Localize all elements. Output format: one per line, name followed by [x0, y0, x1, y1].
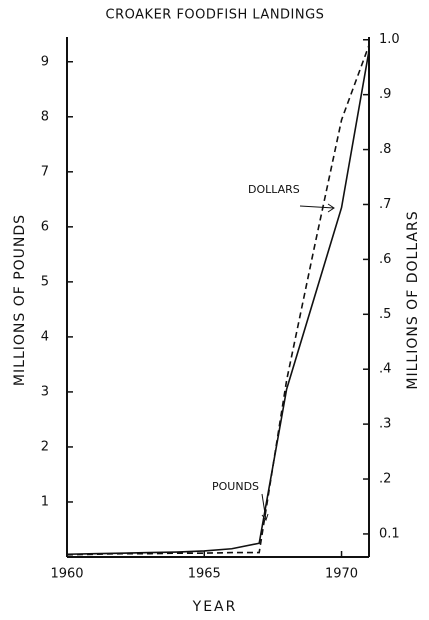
y2-tick-label: .2	[379, 472, 391, 487]
arrow-head	[327, 203, 335, 213]
y-tick-label: 8	[41, 109, 49, 124]
y2-tick-label: .9	[379, 87, 391, 102]
x-tick-label: 1970	[325, 567, 358, 582]
y-tick-label: 6	[41, 219, 49, 234]
y-tick-label: 4	[41, 329, 49, 344]
y-tick-label: 5	[41, 274, 49, 289]
series-line	[66, 50, 370, 556]
arrow	[299, 205, 335, 209]
y2-tick-label: 0.1	[379, 526, 400, 541]
x-tick-label: 1965	[188, 567, 221, 582]
y-axis-label: MILLIONS OF POUNDS	[12, 214, 28, 386]
y-tick-label: 3	[41, 384, 49, 399]
y2-tick-label: .6	[379, 252, 391, 267]
y-tick-label: 2	[41, 439, 49, 454]
series-label: POUNDS	[212, 480, 259, 493]
x-axis-label: YEAR	[192, 599, 238, 615]
series-label: DOLLARS	[248, 183, 300, 196]
y2-tick-label: .5	[379, 307, 391, 322]
y2-tick-label: .4	[379, 362, 391, 377]
x-tick-label: 1960	[50, 567, 83, 582]
y2-tick-label: .8	[379, 142, 391, 157]
y-tick-label: 9	[41, 54, 49, 69]
series-line	[66, 44, 370, 556]
y2-tick-label: .7	[379, 197, 391, 212]
y2-axis-label: MILLIONS OF DOLLARS	[405, 210, 421, 389]
chart-title: CROAKER FOODFISH LANDINGS	[106, 8, 325, 23]
y2-tick-label: 1.0	[379, 32, 400, 47]
arrow	[261, 493, 267, 521]
y-tick-label: 1	[41, 494, 49, 509]
y-tick-label: 7	[41, 164, 49, 179]
y2-tick-label: .3	[379, 417, 391, 432]
